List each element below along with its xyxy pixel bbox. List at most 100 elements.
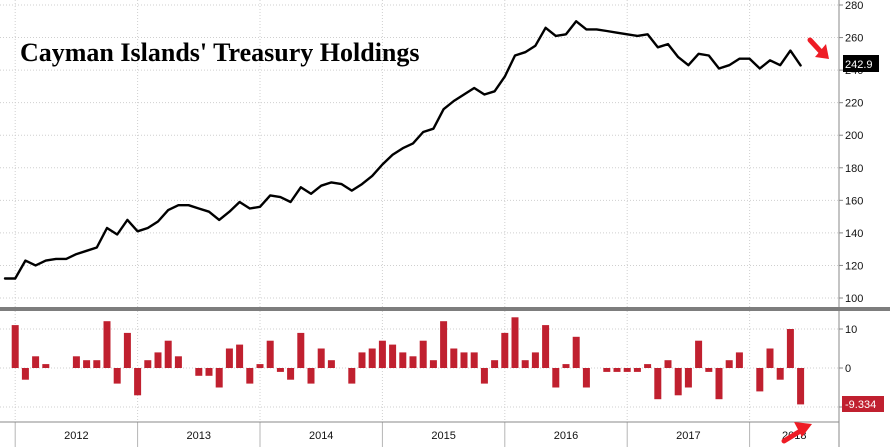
last-value-box xyxy=(843,55,879,72)
bar xyxy=(276,368,284,372)
bar xyxy=(460,352,468,368)
bar xyxy=(123,332,131,368)
bar xyxy=(623,368,631,372)
bar xyxy=(72,356,80,368)
bar xyxy=(134,368,142,396)
bar-y-tick-label: 10 xyxy=(845,324,857,336)
bar xyxy=(531,352,539,368)
x-tick-label: 2017 xyxy=(676,430,700,442)
bar xyxy=(327,360,335,368)
bar xyxy=(113,368,121,384)
bar xyxy=(766,348,774,368)
bar xyxy=(195,368,203,376)
bar xyxy=(297,332,305,368)
bar xyxy=(756,368,764,392)
panel-separator xyxy=(0,307,890,311)
bar xyxy=(491,360,499,368)
bar xyxy=(429,360,437,368)
last-change-box xyxy=(842,396,884,412)
bar xyxy=(542,325,550,368)
bar xyxy=(521,360,529,368)
y-tick-label: 160 xyxy=(845,195,863,207)
bar xyxy=(205,368,213,376)
bar xyxy=(348,368,356,384)
y-tick-label: 220 xyxy=(845,98,863,110)
bar xyxy=(572,336,580,368)
last-value-callout: 242.9 xyxy=(843,55,879,72)
bar xyxy=(246,368,254,384)
bar xyxy=(582,368,590,388)
bar xyxy=(776,368,784,380)
y-tick-label: 260 xyxy=(845,33,863,45)
bar xyxy=(307,368,315,384)
bar xyxy=(32,356,40,368)
bar xyxy=(695,340,703,368)
bar xyxy=(501,332,509,368)
chart-title: Cayman Islands' Treasury Holdings xyxy=(20,38,420,67)
bar xyxy=(378,340,386,368)
y-tick-label: 180 xyxy=(845,163,863,175)
y-tick-label: 200 xyxy=(845,130,863,142)
bar xyxy=(633,368,641,372)
bar xyxy=(215,368,223,388)
bar xyxy=(562,364,570,368)
bar xyxy=(103,321,111,368)
bar xyxy=(715,368,723,400)
bar xyxy=(358,352,366,368)
bar xyxy=(368,348,376,368)
last-change-label: -9.334 xyxy=(845,399,876,411)
bar xyxy=(225,348,233,368)
bar xyxy=(664,360,672,368)
up-arrow-icon xyxy=(781,422,812,444)
y-tick-label: 120 xyxy=(845,260,863,272)
bar xyxy=(470,352,478,368)
bar xyxy=(21,368,29,380)
bar xyxy=(409,356,417,368)
bar xyxy=(684,368,692,388)
grid-layer xyxy=(0,0,839,447)
bar xyxy=(236,344,244,368)
x-tick-label: 2012 xyxy=(64,430,88,442)
bar xyxy=(440,321,448,368)
bar xyxy=(266,340,274,368)
x-tick-label: 2016 xyxy=(554,430,578,442)
bar xyxy=(83,360,91,368)
bar xyxy=(317,348,325,368)
series-line xyxy=(3,20,802,280)
x-tick-label: 2014 xyxy=(309,430,333,442)
bar xyxy=(419,340,427,368)
bar xyxy=(786,329,794,368)
bar xyxy=(144,360,152,368)
x-tick-label: 2015 xyxy=(431,430,455,442)
y-tick-label: 100 xyxy=(845,293,863,305)
last-change-callout: -9.334 xyxy=(842,396,884,412)
bar xyxy=(480,368,488,384)
x-tick-label: 2013 xyxy=(187,430,211,442)
bar xyxy=(511,317,519,368)
bar xyxy=(174,356,182,368)
bar xyxy=(603,368,611,372)
bar xyxy=(705,368,713,372)
bar xyxy=(399,352,407,368)
bar xyxy=(93,360,101,368)
bars-layer xyxy=(11,317,805,405)
bar xyxy=(450,348,458,368)
bar-y-tick-label: 0 xyxy=(845,363,851,375)
bar xyxy=(735,352,743,368)
line-layer xyxy=(3,20,802,280)
bar xyxy=(154,352,162,368)
bar xyxy=(654,368,662,400)
bar xyxy=(797,368,805,405)
bar xyxy=(164,340,172,368)
bar xyxy=(644,364,652,368)
y-tick-label: 280 xyxy=(845,0,863,12)
bar xyxy=(674,368,682,396)
y-tick-label: 140 xyxy=(845,228,863,240)
bar xyxy=(287,368,295,380)
down-arrow-icon xyxy=(807,37,829,59)
bar xyxy=(552,368,560,388)
bar xyxy=(256,364,264,368)
last-value-label: 242.9 xyxy=(845,59,873,71)
